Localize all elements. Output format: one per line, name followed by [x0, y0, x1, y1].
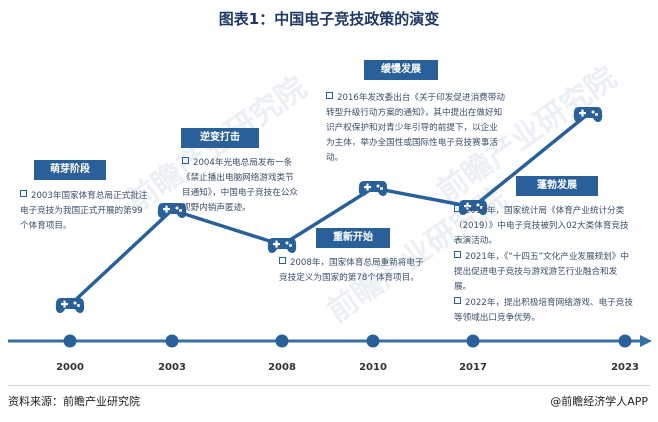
stage-label: 萌芽阶段	[34, 160, 106, 180]
timeline-dot-icon	[618, 334, 632, 348]
year-label: 2017	[459, 362, 487, 373]
stage-description: 2019年，国家统计局《体育产业统计分类（2019）》中电子竞技被列入02大类体…	[454, 205, 633, 323]
stage-description: 2016年发改委出台《关于印发促进消费带动转型升级行动方案的通知》，其中提出在做…	[326, 92, 505, 163]
gamepad-icon	[573, 107, 603, 122]
year-label: 2023	[611, 362, 639, 373]
stage-label: 重新开始	[316, 228, 390, 248]
trend-line	[68, 112, 590, 307]
timeline-dot-icon	[165, 334, 179, 348]
gamepad-icon	[267, 238, 297, 253]
timeline-dot-icon	[63, 334, 77, 348]
source-note: 资料来源：前瞻产业研究院	[8, 395, 140, 408]
arrow-end-icon	[640, 335, 652, 347]
gamepad-icon	[358, 181, 388, 196]
stage-description: 2004年光电总局发布一条《禁止播出电脑网络游戏类节目通知》，中国电子竞技在公众…	[182, 157, 299, 213]
stage-description: 2003年国家体育总局正式批注电子竞技为我国正式开展的第99个体育项目。	[20, 190, 148, 231]
bullet-icon	[279, 257, 286, 264]
footer-divider	[8, 385, 650, 386]
bullet-icon	[326, 92, 333, 99]
bullet-icon	[182, 157, 189, 164]
brand-label: @前瞻经济学人APP	[550, 395, 648, 408]
stage-description: 2008年，国家体育总局重新将电子竞技定义为国家的第78个体育项目。	[279, 257, 424, 283]
year-label: 2000	[56, 362, 84, 373]
timeline-dot-icon	[275, 334, 289, 348]
bullet-icon	[454, 205, 461, 212]
gamepad-icon	[55, 298, 85, 313]
bullet-icon	[20, 190, 27, 197]
bullet-icon	[454, 297, 461, 304]
stage-label: 逆变打击	[181, 128, 259, 148]
timeline-dot-icon	[366, 334, 380, 348]
year-label: 2010	[359, 362, 387, 373]
bullet-icon	[454, 251, 461, 258]
stage-label: 蓬勃发展	[516, 176, 598, 196]
stage-label: 缓慢发展	[364, 60, 438, 80]
page-title: 图表1：中国电子竞技政策的演变	[218, 10, 440, 28]
year-label: 2003	[158, 362, 186, 373]
year-label: 2008	[268, 362, 296, 373]
timeline-dot-icon	[466, 334, 480, 348]
